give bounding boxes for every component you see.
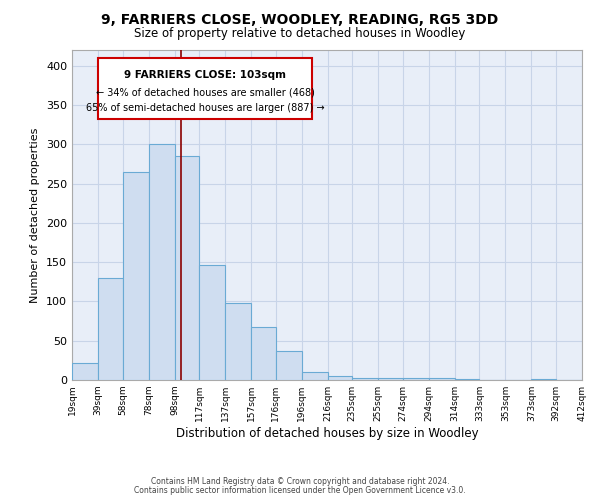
Bar [429, 378, 455, 380]
Text: 9, FARRIERS CLOSE, WOODLEY, READING, RG5 3DD: 9, FARRIERS CLOSE, WOODLEY, READING, RG5… [101, 12, 499, 26]
Bar [352, 378, 378, 380]
Bar [72, 362, 98, 380]
Bar [455, 379, 479, 380]
Bar [276, 351, 302, 380]
Bar [175, 156, 199, 380]
Text: Contains public sector information licensed under the Open Government Licence v3: Contains public sector information licen… [134, 486, 466, 495]
Bar [328, 376, 352, 380]
Bar [149, 144, 175, 380]
FancyBboxPatch shape [98, 58, 312, 119]
Bar [251, 326, 276, 380]
Y-axis label: Number of detached properties: Number of detached properties [31, 128, 40, 302]
Text: 65% of semi-detached houses are larger (887) →: 65% of semi-detached houses are larger (… [86, 103, 325, 113]
Text: ← 34% of detached houses are smaller (468): ← 34% of detached houses are smaller (46… [95, 87, 314, 97]
Bar [122, 172, 149, 380]
Bar [378, 378, 403, 380]
Text: Size of property relative to detached houses in Woodley: Size of property relative to detached ho… [134, 28, 466, 40]
Bar [532, 379, 556, 380]
Bar [403, 378, 429, 380]
X-axis label: Distribution of detached houses by size in Woodley: Distribution of detached houses by size … [176, 427, 478, 440]
Bar [302, 372, 328, 380]
Bar [199, 264, 225, 380]
Bar [225, 303, 251, 380]
Text: 9 FARRIERS CLOSE: 103sqm: 9 FARRIERS CLOSE: 103sqm [124, 70, 286, 80]
Bar [98, 278, 122, 380]
Text: Contains HM Land Registry data © Crown copyright and database right 2024.: Contains HM Land Registry data © Crown c… [151, 477, 449, 486]
